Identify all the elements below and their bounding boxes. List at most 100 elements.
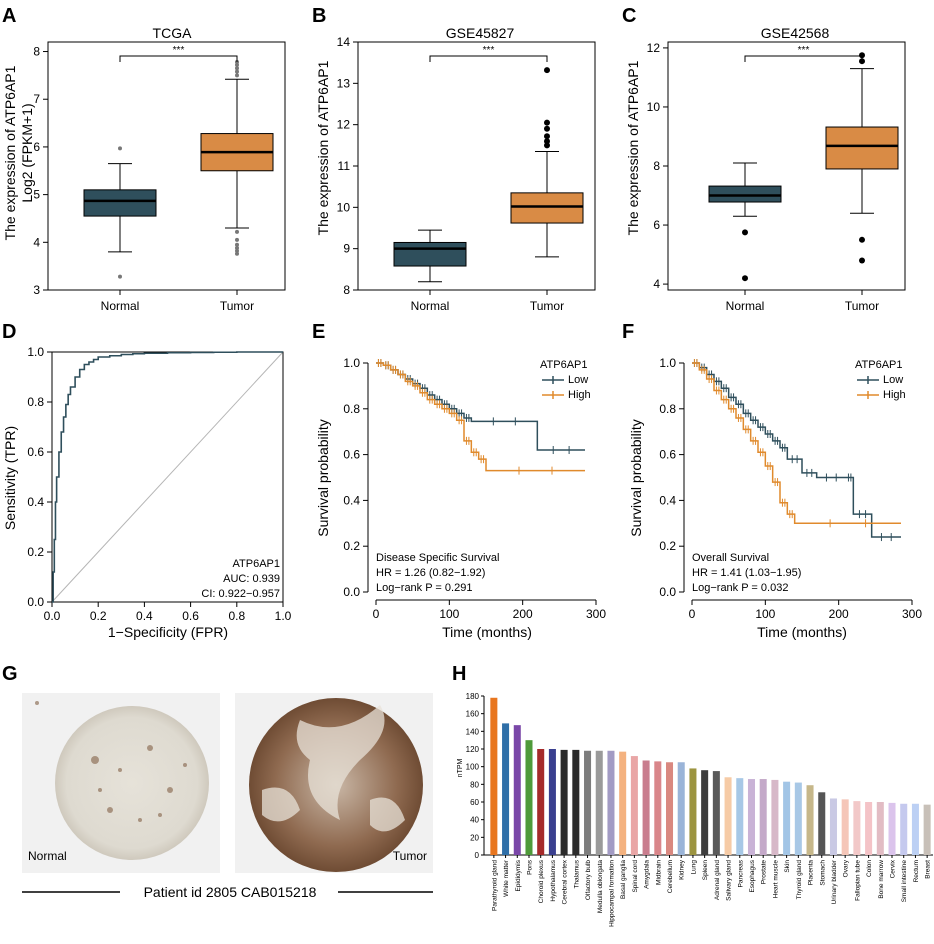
roc-chart: Sensitivity (TPR) 1−Specificity (FPR) AT… [2,345,292,640]
bar-colon [865,802,873,855]
tissue-panel: Normal Tumor Patient id 2805 CAB015218 [22,693,433,900]
x-tick-label: Choroid plexus [538,859,545,903]
tissue-expression-bar-chart: nTPM 0 20 40 60 80 100 120 140 160 180 Parathyroid… [457,692,933,927]
bar-midbrain [654,761,662,855]
annotation-endpoint: Disease Specific Survival [376,552,500,564]
y-tick-label: 3 [33,283,40,297]
chart-title: GSE42568 [761,25,830,41]
bar-thyroid-gland [794,782,802,855]
survival-chart-dss: Survival probability Time (months) ATP6A… [315,356,606,640]
outlier-point [544,142,550,149]
x-tick-label: 0 [373,607,380,621]
x-tick-label: 0 [689,607,696,621]
plot-area: 8 9 10 11 12 13 14 Normal Tumor *** [337,35,596,313]
x-tick-label: 200 [513,607,533,621]
plot-frame [47,41,286,291]
bar-salivary-gland [724,777,732,855]
panel-letter-b: B [312,5,326,27]
outlier-point [235,62,239,67]
outlier-point [235,73,239,78]
bar-epididymis [513,725,521,855]
y-axis-label: Survival probability [628,419,644,537]
legend-low-label: Low [568,374,588,386]
tumor-tissue-stroma [262,705,405,832]
bar-esophagus [747,779,755,855]
y-tick-label: 0.8 [343,402,360,416]
panel-letter-f: F [622,321,634,343]
y-axis-label: nTPM [457,758,464,777]
x-tick-label: 200 [829,607,849,621]
x-tick-label: Placenta [808,860,815,886]
bar-pancreas [736,778,744,855]
x-tick-label: Esophagus [749,859,756,892]
y-tick-label: 0.8 [659,402,676,416]
y-tick-label: 5 [33,188,40,202]
survival-curve-high [376,362,585,472]
x-axis-label: Time (months) [442,624,532,640]
x-tick-label: Salivary gland [726,860,733,901]
x-tick-label: Pancreas [737,859,744,887]
roc-ci: CI: 0.922−0.957 [201,588,280,600]
bar-medulla-oblongata [595,750,603,855]
bar-rectum [911,803,919,855]
roc-auc: AUC: 0.939 [223,573,280,585]
outlier-point [235,237,239,242]
outlier-point [544,133,550,140]
y-tick-label: 100 [466,763,480,772]
bar-cervix [888,802,896,855]
boxplot-tcga: TCGA The expression of ATP6AP1 Log2 (FPK… [2,25,286,313]
x-tick-label: 300 [902,607,922,621]
y-tick-label: 10 [647,100,661,114]
plot-area: 0.0 0.2 0.4 0.6 0.8 1.0 0.0 0.2 0.4 0.6 0.8 1.0 [27,345,291,623]
y-tick-label: 0.6 [659,448,676,462]
x-tick-label: Thalamus [573,859,580,888]
x-tick-label: 0.4 [136,609,153,623]
outlier-point [544,138,550,145]
outlier-point [859,257,865,264]
bar-spinal-cord [630,756,638,855]
outlier-point [544,119,550,126]
bar-parathyroid-gland [490,697,498,855]
y-axis-label: The expression of ATP6AP1 [2,65,18,240]
x-tick-label: Epididymis [515,859,522,891]
x-tick-label: Kidney [679,859,686,880]
legend-title: ATP6AP1 [855,359,903,371]
plot-area: 3 4 5 6 7 8 Normal Tumor *** [33,41,286,313]
outlier-point [859,52,865,59]
significance-mark: *** [173,45,185,56]
x-tick-label: Normal [101,299,140,313]
x-tick-label: Amygdala [644,860,651,889]
y-axis-label: The expression of ATP6AP1 [315,60,331,235]
bar-kidney [677,762,685,855]
y-tick-label: 0.4 [343,493,360,507]
y-tick-label: 40 [470,816,479,825]
plot-area: 0.0 0.2 0.4 0.6 0.8 1.0 0 100 200 300 [659,356,922,621]
significance-bracket [119,55,238,62]
x-tick-label: Breast [925,860,932,879]
x-tick-label: Basal ganglia [620,860,627,899]
normal-tissue-core [55,706,209,860]
bar-ovary [841,799,849,855]
y-axis-label: Sensitivity (TPR) [2,426,18,530]
y-tick-label: 120 [466,745,480,754]
annotation-hr: HR = 1.26 (0.82−1.92) [376,567,485,579]
x-tick-label: Hypothalamus [550,859,557,901]
boxplot-gse42568: GSE42568 The expression of ATP6AP1 4 6 8 10… [625,25,906,313]
outlier-point [742,229,748,236]
outlier-point [235,229,239,234]
y-tick-label: 160 [466,710,480,719]
y-tick-label: 6 [653,218,660,232]
y-tick-label: 8 [343,283,350,297]
outlier-point [235,251,239,256]
x-tick-label: Midbrain [655,860,662,885]
bar-small-intestine [900,803,908,855]
x-tick-label: Tumor [530,299,564,313]
legend-high-label: High [883,389,906,401]
x-axis-label: Time (months) [757,624,847,640]
patient-caption: Patient id 2805 CAB015218 [144,884,317,900]
x-tick-label: Tumor [220,299,254,313]
box-normal [393,241,467,267]
y-tick-label: 10 [337,200,351,214]
bar-hippocampal-formation [607,750,615,855]
